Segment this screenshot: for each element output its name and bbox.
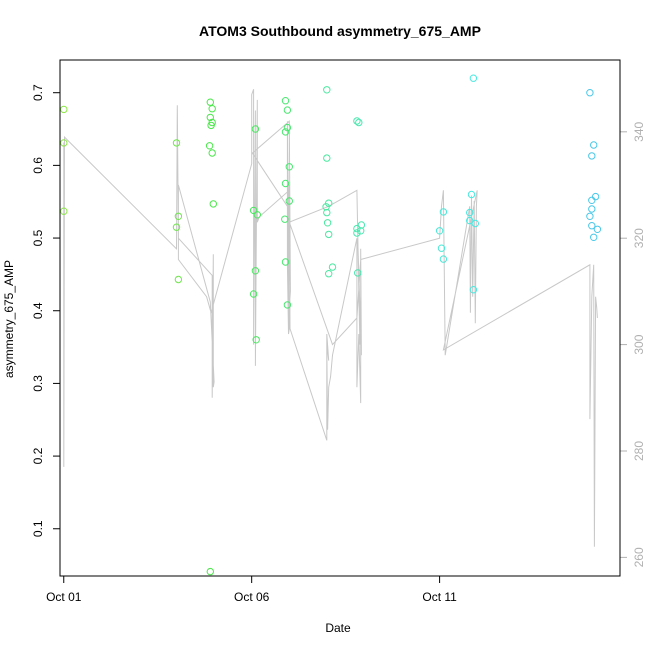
- data-point: [323, 86, 331, 94]
- data-point: [283, 123, 292, 132]
- data-point: [323, 154, 331, 162]
- data-point: [281, 215, 289, 223]
- data-point: [586, 212, 594, 221]
- data-point: [590, 233, 598, 242]
- data-point: [466, 216, 474, 225]
- data-point: [353, 117, 361, 125]
- y2-tick-label: 340: [632, 121, 646, 141]
- data-point: [466, 208, 474, 217]
- x-axis-label: Date: [325, 621, 351, 635]
- data-point: [353, 224, 361, 233]
- data-point: [591, 192, 600, 201]
- y-tick-label: 0.5: [31, 229, 45, 246]
- data-point: [208, 149, 216, 157]
- data-point: [60, 105, 68, 114]
- chart-title: ATOM3 Southbound asymmetry_675_AMP: [199, 23, 481, 39]
- y-axis-left: 0.1 0.2 0.3 0.4 0.5 0.6 0.7: [31, 84, 60, 537]
- data-point: [435, 227, 444, 235]
- y-tick-label: 0.6: [31, 157, 45, 174]
- data-point: [281, 258, 290, 266]
- y-tick-label: 0.2: [31, 447, 45, 464]
- data-point: [251, 267, 260, 275]
- data-point: [357, 227, 365, 235]
- data-point: [439, 255, 448, 263]
- y-tick-label: 0.1: [31, 520, 45, 537]
- data-point: [253, 211, 261, 219]
- data-point: [588, 196, 596, 205]
- line-series-group: [63, 89, 598, 547]
- data-point: [590, 141, 598, 149]
- data-point: [586, 89, 594, 97]
- y2-tick-label: 280: [632, 441, 646, 461]
- y-tick-label: 0.7: [31, 84, 45, 101]
- x-tick-label: Oct 06: [234, 590, 270, 604]
- data-point: [357, 221, 366, 229]
- data-point: [205, 142, 214, 150]
- data-point: [174, 212, 183, 221]
- x-tick-label: Oct 01: [46, 590, 82, 604]
- data-point: [593, 225, 602, 234]
- data-point: [437, 244, 446, 252]
- data-point: [207, 121, 215, 130]
- plot-frame: [59, 59, 621, 577]
- data-point: [172, 223, 181, 231]
- y2-tick-label: 300: [632, 334, 646, 354]
- x-axis: Oct 01 Oct 06 Oct 11: [46, 576, 457, 604]
- data-point: [209, 200, 218, 208]
- data-point: [251, 125, 260, 133]
- data-point: [208, 105, 216, 113]
- data-point: [588, 152, 596, 160]
- data-point: [354, 269, 362, 277]
- data-point: [249, 206, 258, 215]
- x-tick-label: Oct 11: [422, 590, 457, 604]
- data-point: [174, 275, 183, 284]
- data-point: [172, 139, 181, 147]
- data-point: [323, 219, 332, 227]
- y-axis-right: 260 280 300 320 340: [620, 121, 646, 567]
- data-point: [281, 128, 290, 136]
- data-point: [469, 74, 478, 82]
- data-point: [283, 301, 292, 309]
- data-point: [328, 263, 337, 271]
- data-point: [206, 567, 215, 576]
- data-point: [322, 203, 330, 211]
- data-point: [252, 336, 260, 344]
- data-point: [467, 190, 476, 199]
- data-point: [325, 230, 333, 239]
- y-tick-label: 0.4: [31, 302, 45, 319]
- y-axis-label: asymmetry_675_AMP: [2, 260, 16, 378]
- data-point: [206, 98, 215, 106]
- data-point: [249, 290, 258, 298]
- data-point: [285, 197, 293, 205]
- data-point: [285, 163, 293, 171]
- data-point: [588, 205, 596, 213]
- data-point: [355, 118, 363, 127]
- grey-line-series: [63, 89, 598, 547]
- data-point: [60, 207, 68, 215]
- y2-tick-label: 260: [632, 547, 646, 567]
- data-point: [588, 222, 596, 230]
- data-point: [471, 219, 479, 228]
- data-point: [60, 139, 68, 147]
- y-tick-label: 0.3: [31, 375, 45, 392]
- data-point: [283, 106, 292, 114]
- data-point: [439, 208, 448, 216]
- data-point: [353, 229, 361, 237]
- y2-tick-label: 320: [632, 228, 646, 248]
- data-point: [325, 270, 333, 278]
- scatter-points-group: [60, 74, 602, 576]
- data-point: [323, 208, 331, 217]
- data-point: [206, 113, 215, 122]
- data-point: [281, 97, 290, 105]
- data-point: [469, 286, 478, 294]
- data-point: [281, 179, 290, 188]
